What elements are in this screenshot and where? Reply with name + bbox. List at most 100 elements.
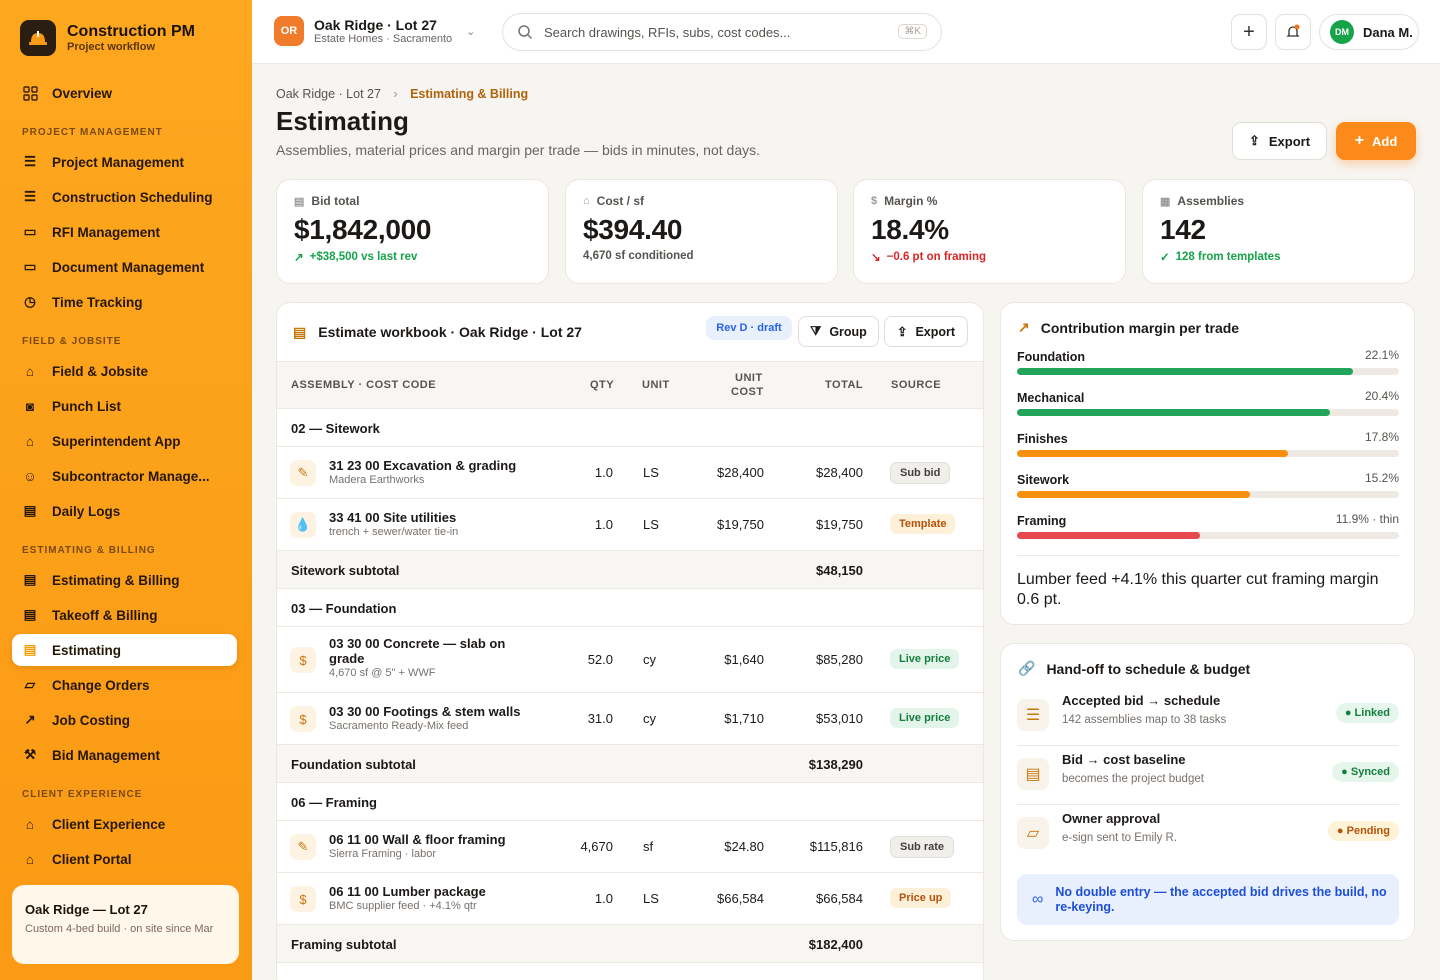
sidebar-item-superintendent-app[interactable]: ⌂ Superintendent App [12,425,237,457]
qty-cell: 52.0 [587,652,613,667]
handoff-item-sub: 142 assemblies map to 38 tasks [1062,714,1227,726]
sidebar-item-takeoff-billing[interactable]: ▤ Takeoff & Billing [12,599,237,631]
trade-name: Finishes [1017,432,1068,446]
line-item-sub: Sacramento Ready-Mix feed [329,720,469,732]
sidebar-item-punch-list[interactable]: ◙ Punch List [12,390,237,422]
check-icon: ✓ [1160,252,1170,264]
table-row[interactable]: $ 03 30 00 Concrete — slab on grade 4,670… [277,627,983,693]
line-item-icon: $ [290,886,316,912]
grid-icon: ▦ [1160,195,1171,208]
trade-margin-row[interactable]: Mechanical 20.4% [1017,389,1399,416]
folder-icon: ▭ [23,259,37,274]
trade-margin-row[interactable]: Finishes 17.8% [1017,430,1399,457]
project-name: Oak Ridge · Lot 27 [314,16,437,33]
workbook-export-button[interactable]: ⇪ Export [884,316,968,347]
trade-name: Foundation [1017,350,1086,364]
export-button[interactable]: ⇪ Export [1232,122,1327,160]
table-row[interactable]: $ 06 11 00 Lumber package BMC supplier fe… [277,873,983,925]
handoff-item[interactable]: ▤ Bid → cost baseline becomes the projec… [1017,746,1399,805]
margin-note: Lumber feed +4.1% this quarter cut frami… [1017,571,1379,608]
handoff-item[interactable]: ▱ Owner approval e-sign sent to Emily R.… [1017,805,1399,864]
section-label-pm: PROJECT MANAGEMENT [22,127,163,138]
margin-card: ↗ Contribution margin per trade Foundati… [1000,302,1415,625]
trade-margin-row[interactable]: Foundation 22.1% [1017,348,1399,375]
line-item-icon: 💧 [290,512,316,538]
table-row[interactable]: ✎ 31 23 00 Excavation & grading Madera Ea… [277,447,983,499]
group-row[interactable]: 02 — Sitework [277,409,983,447]
revision-badge: Rev D · draft [706,316,792,340]
sidebar-item-estimating-billing[interactable]: ▤ Estimating & Billing [12,564,237,596]
plus-button[interactable]: + [1231,14,1267,50]
source-badge: Sub bid [890,462,951,484]
sidebar-item-rfi-management[interactable]: ▭ RFI Management [12,216,237,248]
sidebar-item-client-experience[interactable]: ⌂ Client Experience [12,808,237,840]
col-source[interactable]: SOURCE [891,379,942,391]
table-row[interactable]: ✎ 06 11 00 Wall & floor framing Sierra Fr… [277,821,983,873]
document-icon: ▤ [23,572,37,587]
sidebar-item-time-tracking[interactable]: ◷ Time Tracking [12,286,237,318]
brand[interactable]: Construction PM Project workflow [20,20,195,56]
kpi-label: Assemblies [1177,194,1245,208]
col-total[interactable]: TOTAL [825,379,864,391]
sidebar-item-job-costing[interactable]: ↗ Job Costing [12,704,237,736]
breadcrumb-current[interactable]: Estimating & Billing [410,87,529,101]
user-menu[interactable]: DM Dana M. [1319,14,1419,50]
unit-cost-cell: $1,640 [724,652,764,667]
chart-icon: ↗ [1018,319,1030,335]
col-unit-cost-line1[interactable]: UNIT [735,372,763,384]
sidebar-item-daily-logs[interactable]: ▤ Daily Logs [12,495,237,527]
sidebar-item-bid-management[interactable]: ⚒ Bid Management [12,739,237,771]
handoff-item-title: Bid → cost baseline [1062,752,1186,767]
group-label: Group [829,324,867,339]
add-label: Add [1372,133,1398,149]
group-button[interactable]: ⧩ Group [798,316,879,347]
sidebar-item-field-jobsite[interactable]: ⌂ Field & Jobsite [12,355,237,387]
project-summary-card[interactable]: Oak Ridge — Lot 27 Custom 4-bed build · … [12,885,239,964]
margin-bar-track [1017,409,1399,416]
sidebar-item-document-management[interactable]: ▭ Document Management [12,251,237,283]
col-assembly[interactable]: ASSEMBLY · COST CODE [291,379,437,391]
unit-cell: cy [643,652,656,667]
handoff-item[interactable]: ☰ Accepted bid → schedule 142 assemblies… [1017,687,1399,746]
add-button[interactable]: + Add [1336,122,1416,160]
sidebar-item-client-portal[interactable]: ⌂ Client Portal [12,843,237,875]
group-row[interactable]: 03 — Foundation [277,589,983,627]
col-qty[interactable]: QTY [590,379,615,391]
plus-icon: + [1354,132,1365,149]
col-unit[interactable]: UNIT [642,379,670,391]
project-switcher[interactable]: OR Oak Ridge · Lot 27 Estate Homes · Sac… [274,16,475,46]
sidebar-item-change-orders[interactable]: ▱ Change Orders [12,669,237,701]
notifications-button[interactable] [1275,14,1311,50]
total-cell: $115,816 [809,839,863,854]
sidebar-item-construction-scheduling[interactable]: ☰ Construction Scheduling [12,181,237,213]
kpi-delta: 4,670 sf conditioned [583,250,694,262]
sidebar-item-project-management[interactable]: ☰ Project Management [12,146,237,178]
unit-cell: cy [643,711,656,726]
document-icon: ▤ [1017,758,1049,790]
line-item-sub: Madera Earthworks [329,474,425,486]
sidebar-item-overview[interactable]: Overview [12,77,237,109]
subtotal-row: Foundation subtotal $138,290 [277,745,983,783]
shortcut-hint: ⌘K [898,24,927,39]
trade-name: Framing [1017,514,1067,528]
col-unit-cost-line2[interactable]: COST [731,386,764,398]
search-input[interactable]: Search drawings, RFIs, subs, cost codes.… [502,13,942,51]
total-cell: $85,280 [816,652,863,667]
tasks-icon: ☰ [1017,699,1049,731]
margin-bar-fill [1017,409,1331,416]
document-icon: ▤ [23,642,37,657]
table-header: ASSEMBLY · COST CODE QTY UNIT UNIT COST … [277,361,983,409]
sidebar-item-subcontractor-management[interactable]: ☺ Subcontractor Manage... [12,460,237,492]
trade-margin-row[interactable]: Sitework 15.2% [1017,471,1399,498]
group-row[interactable]: 06 — Framing [277,783,983,821]
breadcrumb: Oak Ridge · Lot 27 › Estimating & Billin… [276,87,528,101]
breadcrumb-root[interactable]: Oak Ridge · Lot 27 [276,87,381,101]
kpi-delta: +$38,500 vs last rev [309,251,418,263]
sidebar-item-estimating[interactable]: ▤ Estimating [12,634,237,666]
table-row[interactable]: $ 03 30 00 Footings & stem walls Sacramen… [277,693,983,745]
subtotal-label: Framing subtotal [291,937,397,952]
qty-cell: 31.0 [587,711,613,726]
table-row[interactable]: 💧 33 41 00 Site utilities trench + sewer/… [277,499,983,551]
source-badge: Price up [890,888,952,908]
trade-margin-row[interactable]: Framing 11.9% · thin [1017,512,1399,539]
